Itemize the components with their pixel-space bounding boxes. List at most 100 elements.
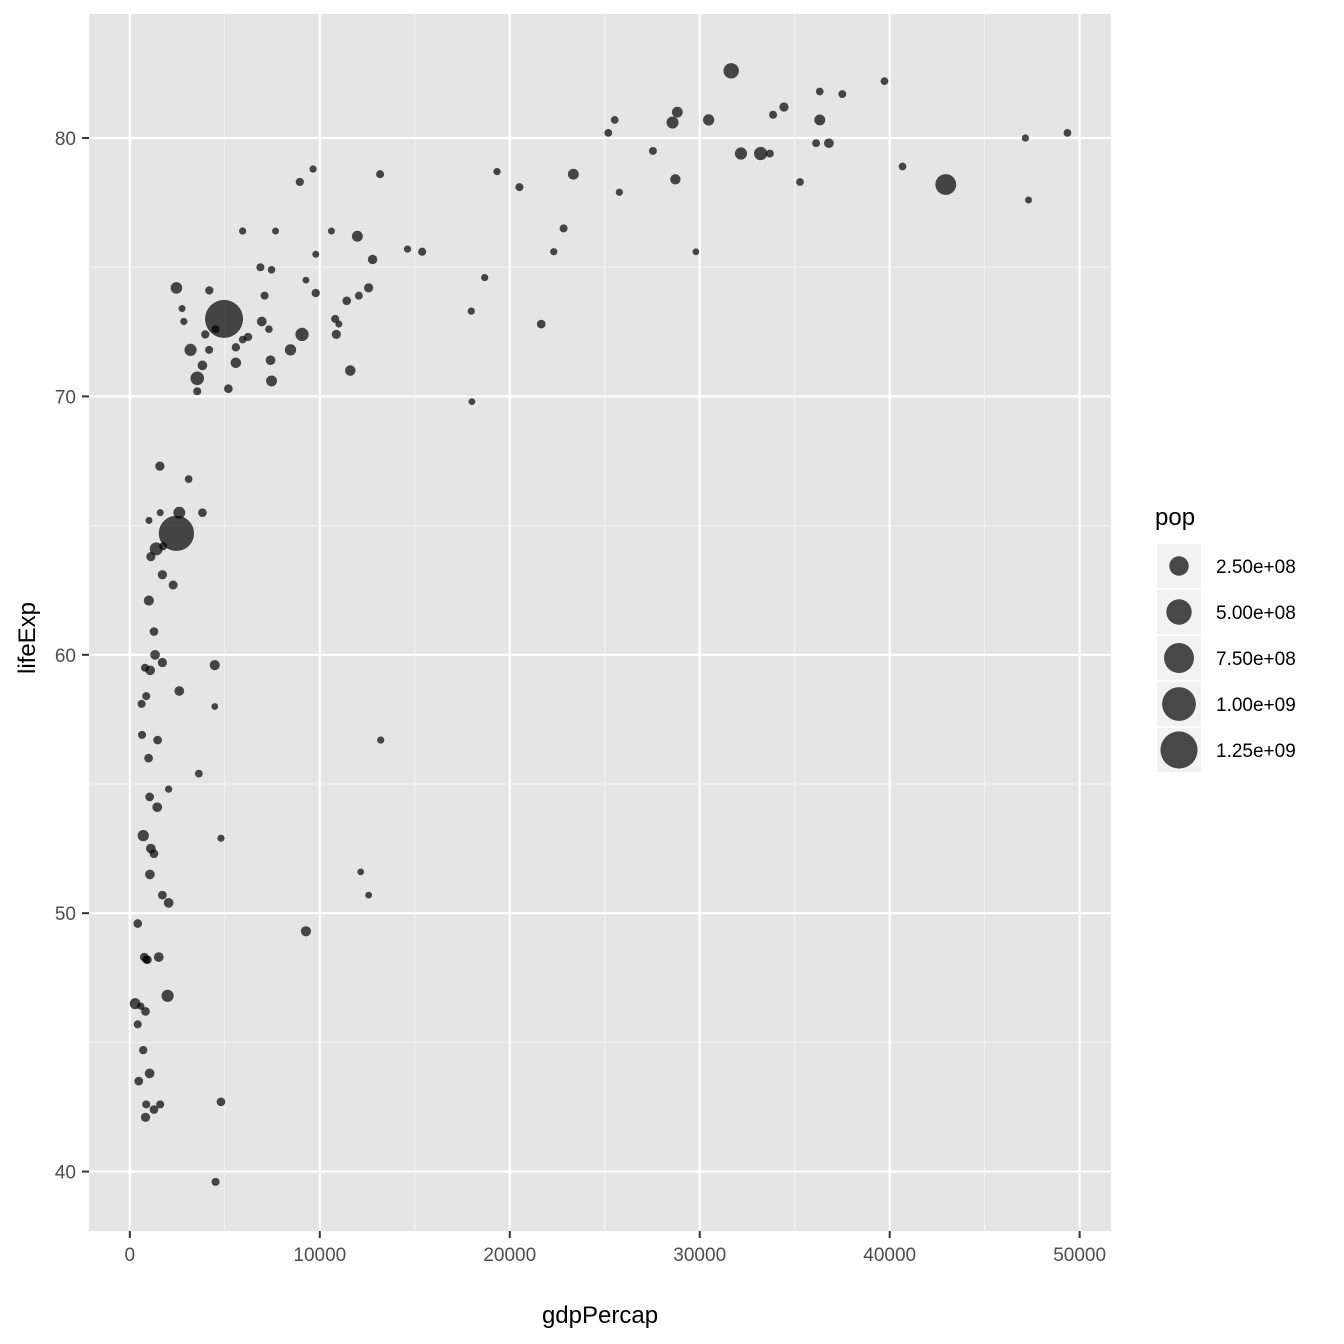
data-point [815, 87, 824, 96]
data-point [146, 551, 156, 562]
y-tick-label: 80 [55, 129, 76, 150]
data-point [149, 849, 159, 859]
data-point [205, 286, 214, 295]
legend-key-symbol [1160, 731, 1198, 769]
data-point [133, 919, 143, 928]
x-tick-label: 50000 [1053, 1245, 1106, 1266]
data-point [198, 508, 207, 518]
data-point [354, 291, 363, 300]
x-tick-label: 20000 [483, 1245, 536, 1266]
data-point [197, 360, 208, 371]
major-gridlines [89, 14, 1111, 1231]
data-point [796, 178, 804, 186]
data-point [190, 371, 205, 386]
data-point [142, 955, 151, 964]
data-point [550, 248, 558, 256]
data-point [515, 183, 524, 192]
data-point [205, 299, 244, 338]
legend-key-symbol [1162, 687, 1196, 721]
data-point [149, 1105, 159, 1114]
legend-key-symbol [1169, 556, 1189, 576]
y-tick-label: 60 [55, 646, 76, 667]
data-point [256, 316, 267, 327]
data-point [145, 665, 156, 676]
data-point [345, 365, 356, 376]
data-point [216, 1097, 226, 1107]
data-point [224, 384, 233, 394]
y-tick-label: 40 [55, 1163, 76, 1184]
data-point [265, 355, 276, 366]
data-point [145, 516, 153, 524]
data-point [295, 327, 309, 342]
data-point [142, 692, 151, 701]
data-point [134, 1076, 144, 1086]
data-point [300, 926, 311, 937]
data-point [193, 387, 202, 396]
size-legend: pop 2.50e+08 5.00e+08 7.50e+08 1.00e+09 1.25… [1155, 504, 1296, 772]
legend-key-symbol [1166, 599, 1192, 625]
data-point [670, 174, 681, 185]
legend-label: 1.00e+09 [1216, 695, 1296, 716]
data-point [666, 116, 679, 129]
x-tick-label: 10000 [293, 1245, 346, 1266]
data-point [158, 515, 195, 552]
data-point [158, 890, 167, 900]
data-point [779, 102, 789, 112]
data-point [153, 735, 162, 745]
data-point [194, 769, 203, 778]
data-point [814, 114, 826, 126]
data-point [174, 686, 185, 696]
data-point [284, 344, 297, 356]
data-point [1021, 134, 1029, 142]
y-axis-title: lifeExp [14, 602, 41, 674]
x-axis: 0 10000 20000 30000 40000 50000 [125, 1231, 1106, 1266]
data-point [137, 1002, 145, 1010]
data-point [493, 168, 501, 176]
data-point [272, 227, 280, 235]
data-point [144, 753, 153, 763]
data-point [144, 1068, 155, 1079]
data-point [211, 703, 219, 710]
data-point [267, 266, 276, 274]
data-point [754, 146, 768, 161]
data-point [161, 989, 174, 1002]
data-point [143, 595, 154, 606]
data-point [184, 343, 197, 357]
data-point [133, 1020, 142, 1029]
data-point [256, 263, 265, 272]
legend-title: pop [1155, 504, 1195, 531]
data-point [351, 230, 363, 242]
data-point [230, 357, 242, 369]
data-point [898, 162, 907, 171]
data-point [201, 330, 210, 339]
y-tick-label: 70 [55, 387, 76, 408]
data-point [467, 307, 475, 315]
data-point [150, 649, 160, 660]
data-point [142, 1100, 151, 1109]
data-point [265, 325, 273, 334]
data-point [157, 657, 168, 668]
data-point [692, 248, 700, 256]
y-axis: 40 50 60 70 80 [55, 129, 89, 1184]
data-point [671, 106, 683, 118]
data-point [812, 139, 821, 148]
data-point [149, 627, 159, 636]
data-point [610, 116, 619, 124]
data-point [239, 227, 247, 235]
x-axis-title: gdpPercap [542, 1302, 658, 1329]
data-point [211, 325, 220, 334]
data-point [211, 1177, 220, 1186]
data-point [342, 296, 352, 306]
data-point [156, 1100, 165, 1109]
data-point [137, 830, 149, 842]
data-point [559, 224, 568, 233]
x-tick-label: 0 [125, 1245, 136, 1266]
data-point [880, 77, 889, 86]
data-points [129, 63, 1072, 1186]
data-point [184, 475, 193, 483]
data-point [165, 785, 173, 793]
data-point [209, 660, 220, 671]
data-point [364, 283, 374, 293]
data-point [1063, 128, 1072, 137]
